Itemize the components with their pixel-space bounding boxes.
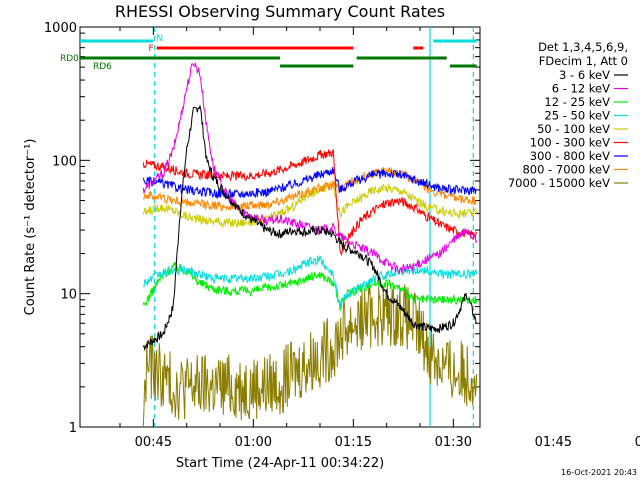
legend-label: 3 - 6 keV (559, 68, 610, 82)
status-label-n: N (156, 34, 163, 44)
series-line (142, 166, 477, 199)
x-tick-label: 01:00 (235, 435, 272, 450)
legend-label: 300 - 800 keV (530, 149, 610, 163)
y-tick-label: 100 (52, 154, 77, 169)
legend-label: 100 - 300 keV (530, 136, 610, 150)
series-line (143, 254, 478, 309)
x-tick-label: 01:45 (535, 435, 572, 450)
legend-label: 50 - 100 keV (537, 122, 610, 136)
footer-date: 16-Oct-2021 20:43 (561, 468, 637, 477)
y-tick-label: 1 (69, 421, 77, 436)
legend-label: 25 - 50 keV (544, 109, 610, 123)
legend-label: 6 - 12 keV (552, 82, 610, 96)
plot-content: 1 10 100 1000 00:45 01:00 01:15 01:30 01:45 02:00… (44, 21, 640, 450)
status-label-rd6: RD6 (93, 62, 112, 72)
y-axis-label: Count Rate (s⁻¹ detector⁻¹) (23, 139, 38, 316)
series-line (142, 104, 477, 352)
legend-label: 800 - 7000 keV (522, 163, 610, 177)
legend-label: 7000 - 15000 keV (508, 176, 610, 190)
y-tick-label: 1000 (44, 21, 77, 36)
x-tick-label: 00:45 (135, 435, 172, 450)
series-line (142, 283, 478, 428)
legend-label: 12 - 25 keV (544, 95, 610, 109)
status-label-rd0: RD0 (60, 54, 79, 64)
y-tick-label: 10 (60, 288, 77, 303)
x-axis-label: Start Time (24-Apr-11 00:34:22) (176, 456, 384, 471)
chart-title: RHESSI Observing Summary Count Rates (115, 2, 445, 21)
x-tick-label: 01:15 (335, 435, 372, 450)
x-tick-label: 02:00 (635, 435, 640, 450)
series-line (142, 62, 478, 276)
legend-header-line-1: Det 1,3,4,5,6,9, (538, 40, 628, 54)
x-tick-label: 01:30 (435, 435, 472, 450)
series-line (142, 149, 478, 257)
series-line (142, 260, 478, 311)
legend-header-line-2: FDecim 1, Att 0 (539, 54, 628, 68)
plot-frame (79, 26, 481, 428)
status-label-f: F (148, 44, 153, 54)
